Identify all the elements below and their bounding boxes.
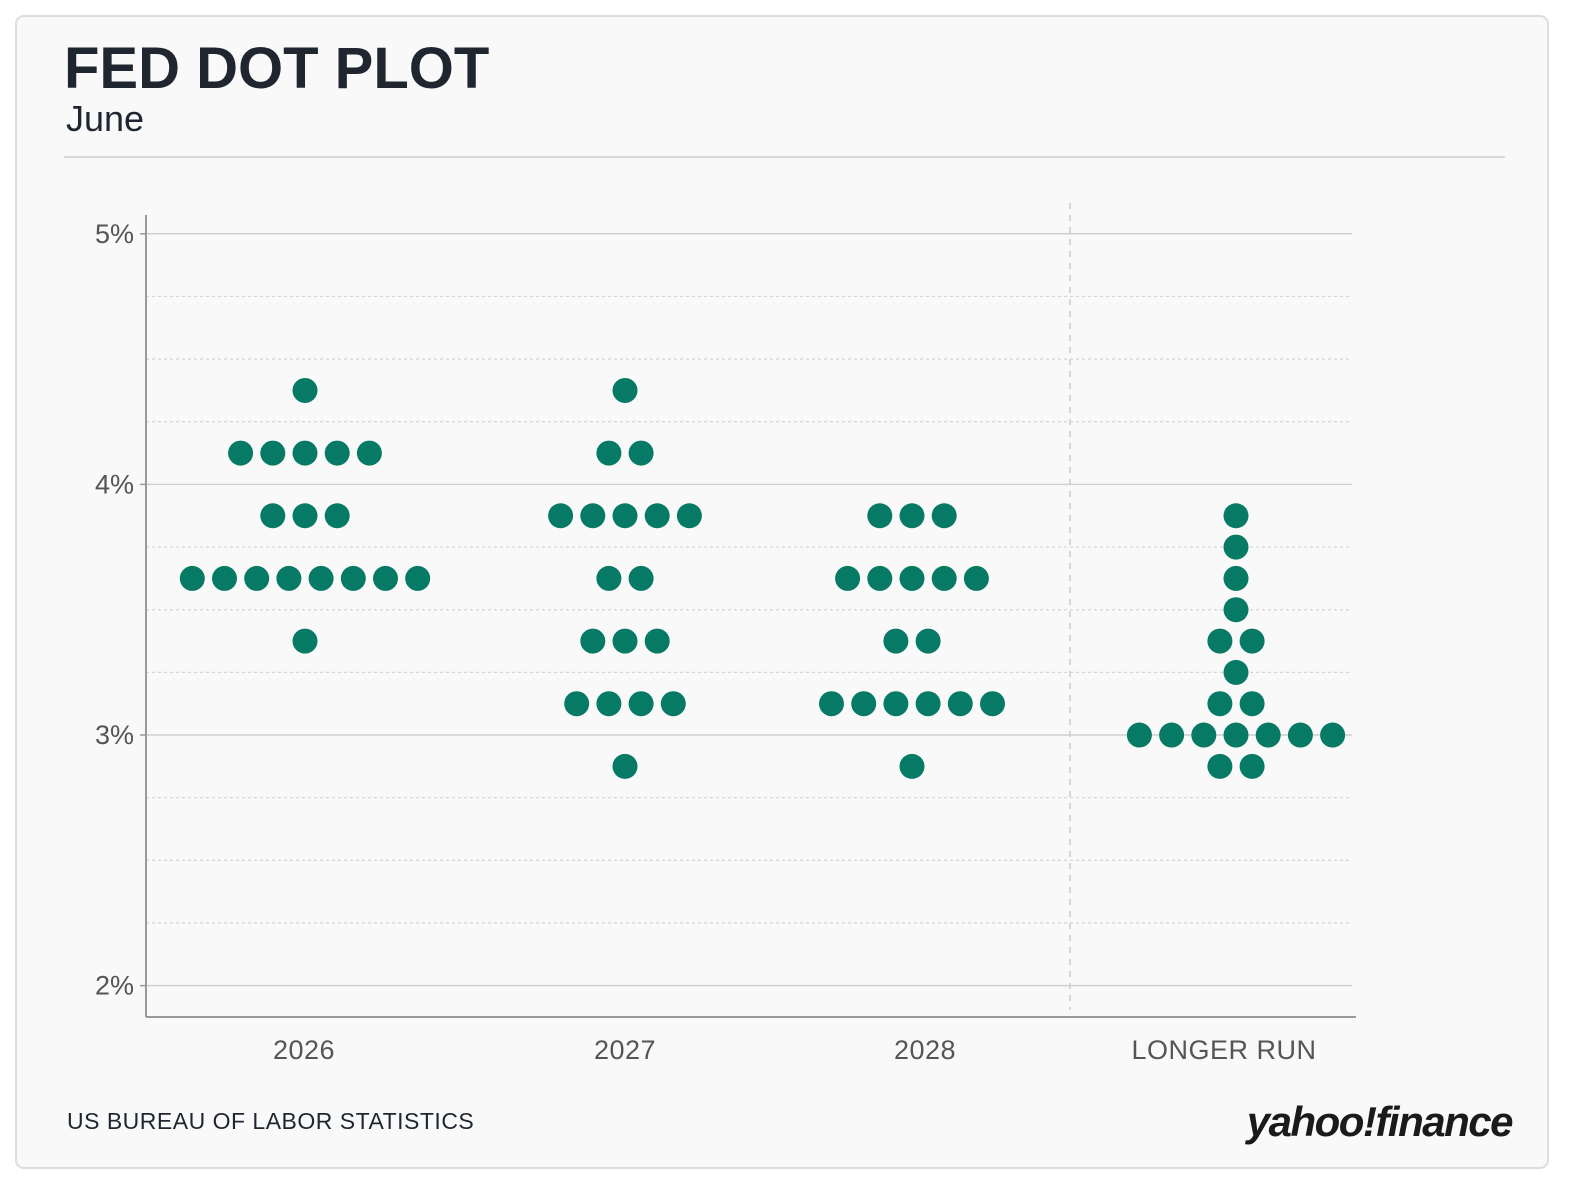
dot bbox=[308, 565, 334, 591]
dot bbox=[580, 628, 606, 654]
dot bbox=[1223, 534, 1249, 560]
dot bbox=[324, 440, 350, 466]
dot bbox=[899, 565, 925, 591]
dot bbox=[915, 691, 941, 717]
dot bbox=[931, 503, 957, 529]
logo: yahoo!finance bbox=[1245, 1098, 1513, 1145]
dot bbox=[292, 503, 318, 529]
dot bbox=[244, 565, 270, 591]
dot bbox=[915, 628, 941, 654]
dot bbox=[548, 503, 574, 529]
dot bbox=[963, 565, 989, 591]
dot bbox=[612, 377, 638, 403]
dot bbox=[1239, 691, 1265, 717]
dot bbox=[1287, 722, 1313, 748]
y-tick-label: 3% bbox=[95, 720, 134, 750]
dot bbox=[405, 565, 431, 591]
dot bbox=[324, 503, 350, 529]
dot bbox=[899, 753, 925, 779]
dot bbox=[851, 691, 877, 717]
dot bbox=[1207, 753, 1233, 779]
dot bbox=[228, 440, 254, 466]
dot bbox=[883, 628, 909, 654]
dot bbox=[660, 691, 686, 717]
dot bbox=[819, 691, 844, 717]
dot bbox=[867, 565, 893, 591]
dot bbox=[1223, 722, 1249, 748]
dot bbox=[564, 691, 590, 717]
x-tick-label: LONGER RUN bbox=[1131, 1035, 1316, 1065]
dot bbox=[1207, 691, 1233, 717]
x-tick-label: 2028 bbox=[894, 1035, 956, 1065]
dot bbox=[1223, 659, 1249, 685]
dot bbox=[212, 565, 237, 591]
dot bbox=[1320, 722, 1346, 748]
dot bbox=[628, 440, 654, 466]
dot bbox=[931, 565, 957, 591]
dot bbox=[612, 628, 638, 654]
dot bbox=[1207, 628, 1233, 654]
dot bbox=[1223, 503, 1249, 529]
dot bbox=[1239, 628, 1265, 654]
dot bbox=[644, 628, 670, 654]
dot bbox=[980, 691, 1005, 717]
dot bbox=[676, 503, 702, 529]
dot bbox=[292, 440, 318, 466]
dot bbox=[276, 565, 302, 591]
dot bbox=[596, 565, 622, 591]
y-tick-label: 2% bbox=[95, 971, 134, 1001]
dot bbox=[580, 503, 606, 529]
dot bbox=[1239, 753, 1265, 779]
dot bbox=[1126, 722, 1152, 748]
chart-title: FED DOT PLOT bbox=[64, 36, 489, 101]
dot bbox=[179, 565, 205, 591]
dot bbox=[628, 691, 654, 717]
x-tick-label: 2027 bbox=[594, 1035, 656, 1065]
dot bbox=[1255, 722, 1281, 748]
source: US BUREAU OF LABOR STATISTICS bbox=[67, 1108, 474, 1134]
dot bbox=[340, 565, 366, 591]
dot bbox=[260, 503, 286, 529]
dot bbox=[899, 503, 925, 529]
dot bbox=[612, 503, 638, 529]
dot bbox=[628, 565, 654, 591]
dot bbox=[1223, 565, 1249, 591]
dot bbox=[1191, 722, 1217, 748]
dot bbox=[1159, 722, 1185, 748]
dot bbox=[356, 440, 382, 466]
dot bbox=[835, 565, 861, 591]
dot bbox=[883, 691, 909, 717]
dot bbox=[947, 691, 973, 717]
dot bbox=[1223, 597, 1249, 623]
x-tick-label: 2026 bbox=[273, 1035, 335, 1065]
chart-subtitle: June bbox=[66, 98, 144, 139]
dot bbox=[292, 377, 318, 403]
dot bbox=[596, 440, 622, 466]
y-tick-label: 4% bbox=[95, 469, 134, 499]
y-tick-label: 5% bbox=[95, 219, 134, 249]
dot bbox=[292, 628, 318, 654]
card bbox=[15, 15, 1549, 1169]
dot bbox=[867, 503, 893, 529]
dot bbox=[373, 565, 398, 591]
dot bbox=[644, 503, 670, 529]
dot bbox=[596, 691, 622, 717]
dot bbox=[612, 753, 638, 779]
plot-area bbox=[146, 233, 1352, 987]
dot bbox=[260, 440, 286, 466]
